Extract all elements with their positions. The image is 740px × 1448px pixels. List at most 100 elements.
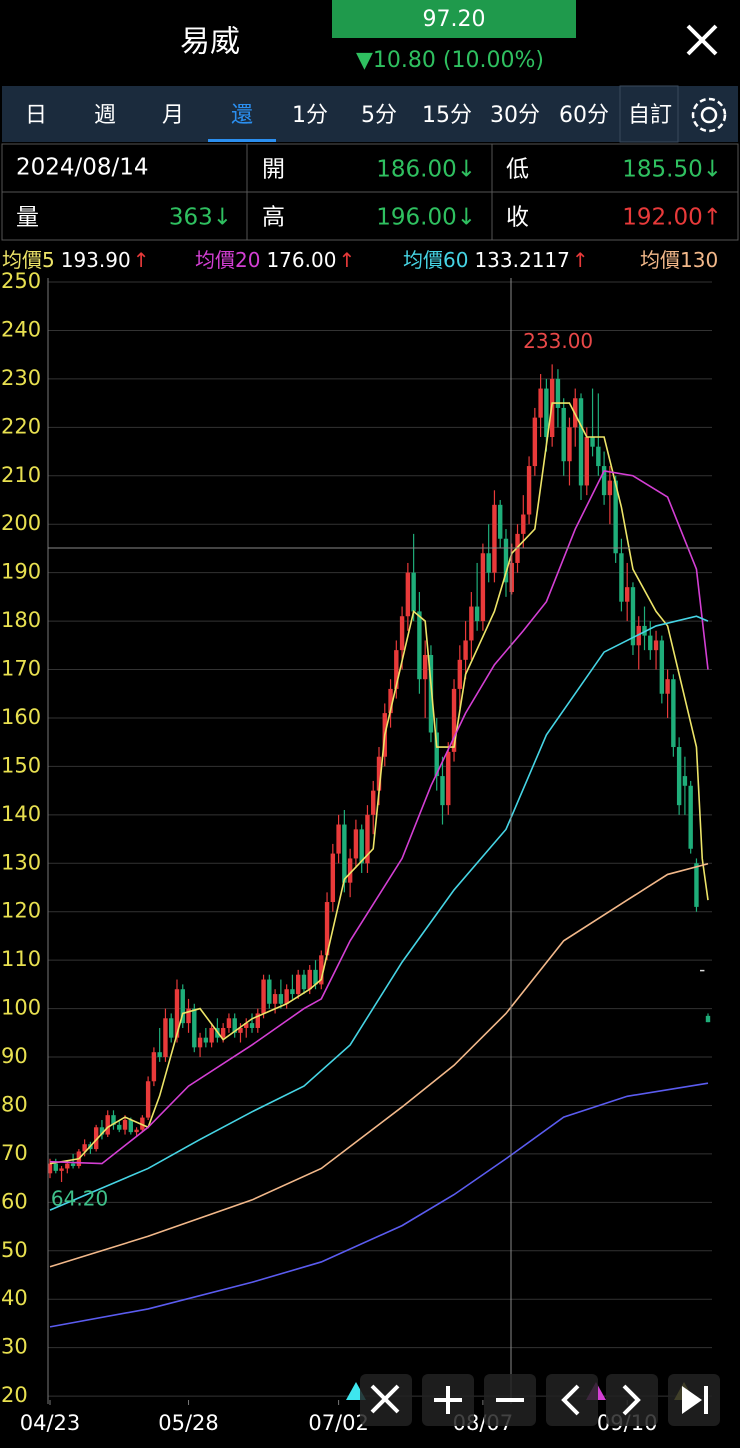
candle-body [255,1013,260,1028]
legend-name: 均價5 [2,248,55,272]
candle-body [249,1023,255,1028]
candle-body [607,480,613,496]
ma-line [49,470,709,1165]
tab[interactable]: 1分 [292,103,328,128]
y-tick-label: 80 [1,1092,28,1116]
price-change: ▼10.80 (10.00%) [356,48,544,73]
candle-body [53,1163,58,1171]
info-label: 高 [262,205,285,231]
info-value: 186.00↓ [376,157,476,183]
candle-body [480,553,486,622]
tab[interactable]: 自訂 [628,103,672,128]
y-tick-label: 220 [1,414,41,438]
tab[interactable]: 日 [25,103,47,128]
candle-body [232,1018,237,1033]
candle-body [220,1027,226,1038]
candle-body [474,606,480,622]
info-value: 185.50↓ [622,157,722,183]
candle-body [630,587,636,646]
x-tick-label: 04/23 [20,1411,81,1435]
y-tick-label: 210 [1,463,41,487]
info-table [1,143,739,241]
candle-body [399,616,405,651]
candle-body [272,994,278,1004]
tab[interactable]: 30分 [490,103,540,128]
candle-body [601,466,607,496]
candle-body [371,790,376,815]
legend-entry: 均價20 176.00 ↑ [195,248,355,272]
tab-divider [619,85,679,143]
candle-body [359,829,364,864]
legend-name: 均價20 [195,248,260,272]
candle-body [319,955,324,985]
candle-body [503,538,509,583]
candle-body [301,974,307,990]
legend-value: 133.2117 [474,248,569,272]
info-label: 量 [16,205,39,231]
candle-body [313,969,318,985]
y-tick-label: 40 [1,1286,28,1310]
candle-body [428,654,434,733]
info-value: 192.00↑ [622,205,722,231]
y-tick-label: 30 [1,1335,28,1359]
legend-entry: 均價130 [640,248,718,272]
candle-body [192,1008,197,1048]
candle-body [590,437,595,447]
y-tick-label: 150 [1,753,41,777]
y-tick-label: 20 [1,1383,28,1407]
settings-icon[interactable] [691,97,727,133]
candle-body [59,1168,64,1171]
info-label: 低 [506,157,529,183]
tab-underline [208,139,276,142]
y-tick-label: 120 [1,899,41,923]
y-tick-label: 130 [1,850,41,874]
candle-body [538,388,543,418]
tab[interactable]: 5分 [361,103,397,128]
candle-body [405,572,411,617]
tab[interactable]: 15分 [422,103,472,128]
y-tick-label: 240 [1,317,41,341]
candle-body [290,989,295,995]
candle-body [209,1027,214,1043]
candle-body [197,1037,203,1048]
candle-body [278,994,284,1004]
candle-body [619,553,624,602]
candle-body [676,747,682,806]
annotation: 233.00 [523,329,593,353]
ma-line [49,1082,709,1328]
legend-entry: 均價5 193.90 ↑ [2,248,149,272]
legend-value: 193.90 [61,248,131,272]
candle-body [648,635,653,651]
candle-body [203,1037,209,1043]
candle-body [342,824,347,883]
tab[interactable]: 週 [94,103,116,128]
legend-entry: 均價60 133.2117 ↑ [403,248,589,272]
prev-button[interactable] [546,1374,598,1426]
tab[interactable]: 還 [231,103,253,128]
candle-body [226,1018,232,1028]
candle-body [376,756,382,791]
info-label: 收 [506,205,529,231]
candle-body [65,1163,70,1169]
candle-body [324,902,330,956]
tab[interactable]: 60分 [559,103,609,128]
tab-bar [2,86,738,142]
candle-body [705,1015,711,1023]
candle-body [642,625,647,636]
tab[interactable]: 月 [162,103,184,128]
candle-body [440,776,445,806]
candle-body [122,1120,128,1130]
info-date: 2024/08/14 [16,155,149,181]
legend-name: 均價60 [403,248,468,272]
candle-body [584,437,589,486]
candle-body [388,688,393,714]
close-button[interactable] [686,24,718,56]
candle-body [624,587,630,602]
candle-body [446,751,451,806]
candle-body [671,679,676,748]
next-button[interactable] [606,1374,658,1426]
candle-body [544,388,549,438]
candle-body [561,407,566,462]
candle-body [140,1117,145,1130]
toolbar [346,1374,720,1426]
